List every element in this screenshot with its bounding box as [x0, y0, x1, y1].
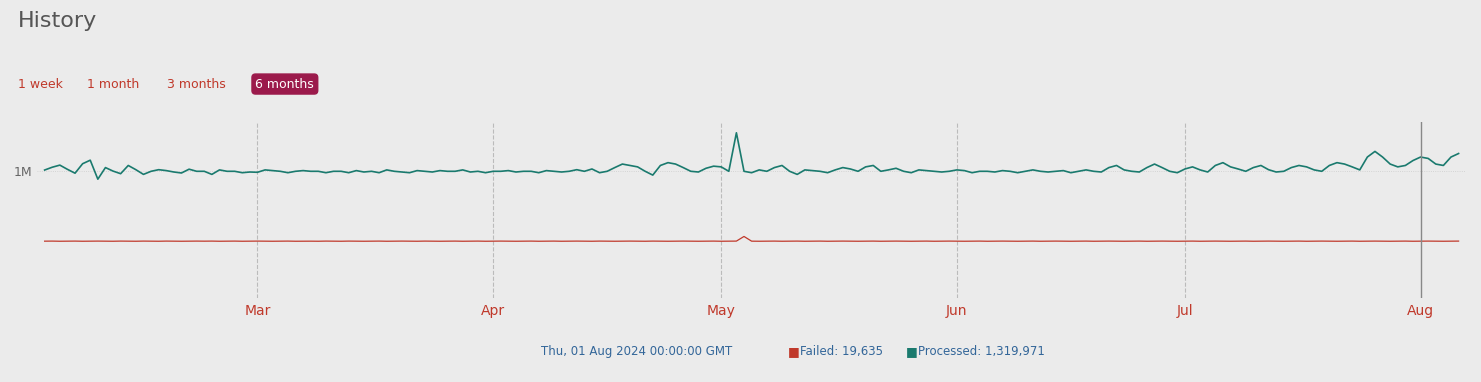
Text: Processed: 1,319,971: Processed: 1,319,971 [918, 345, 1046, 358]
Text: ■: ■ [788, 345, 800, 358]
Text: 6 months: 6 months [255, 78, 314, 91]
Text: 1 month: 1 month [87, 78, 139, 91]
Text: ■: ■ [906, 345, 918, 358]
Text: 3 months: 3 months [166, 78, 225, 91]
Text: Failed: 19,635: Failed: 19,635 [800, 345, 883, 358]
Text: Thu, 01 Aug 2024 00:00:00 GMT: Thu, 01 Aug 2024 00:00:00 GMT [541, 345, 732, 358]
Text: History: History [18, 11, 98, 31]
Text: 1 week: 1 week [18, 78, 62, 91]
